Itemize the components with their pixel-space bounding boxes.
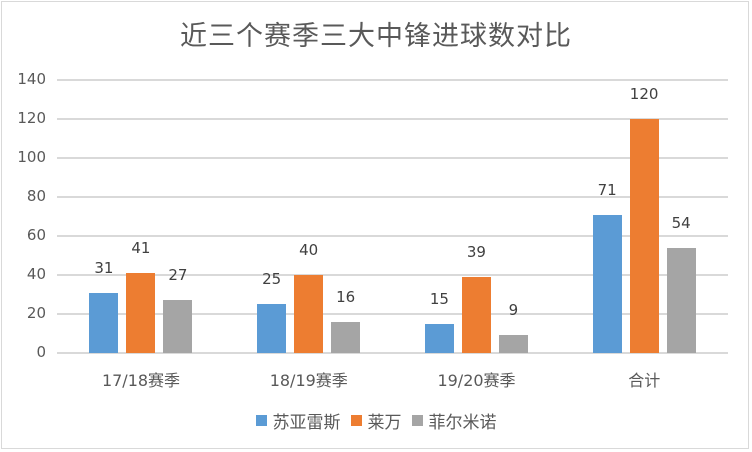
legend-item: 莱万 — [350, 408, 402, 433]
bar — [163, 300, 193, 353]
data-label: 9 — [508, 301, 519, 320]
legend-label: 菲尔米诺 — [428, 413, 497, 433]
gridline — [57, 196, 728, 198]
x-tick-label: 合计 — [628, 371, 661, 390]
bar — [331, 321, 361, 353]
y-tick-label: 40 — [26, 265, 46, 283]
chart-title: 近三个赛季三大中锋进球数对比 — [180, 21, 572, 52]
data-label: 16 — [336, 287, 356, 306]
bar — [294, 275, 324, 353]
plot-area: 31 41 27 25 40 16 15 39 9 71 120 54 — [57, 79, 728, 354]
legend-item: 菲尔米诺 — [411, 408, 497, 433]
data-label: 25 — [262, 270, 282, 289]
legend-label: 苏亚雷斯 — [272, 413, 341, 433]
bar — [89, 292, 119, 353]
data-label: 27 — [168, 266, 188, 285]
bar — [498, 335, 528, 353]
gridline — [57, 157, 728, 159]
y-tick-label: 80 — [26, 187, 46, 205]
legend: 苏亚雷斯 莱万 菲尔米诺 — [0, 408, 752, 433]
y-tick-label: 0 — [36, 343, 46, 361]
y-tick-label: 100 — [17, 148, 46, 166]
y-tick-label: 120 — [17, 109, 46, 127]
data-label: 41 — [131, 239, 151, 258]
bar — [592, 214, 622, 353]
data-label: 40 — [299, 241, 319, 259]
data-label: 54 — [671, 213, 691, 232]
bar — [666, 247, 696, 353]
legend-label: 莱万 — [367, 413, 402, 433]
gridline — [57, 352, 728, 354]
bar — [424, 323, 454, 353]
bar — [629, 119, 659, 353]
data-label: 39 — [466, 242, 486, 261]
y-tick-label: 140 — [17, 70, 46, 88]
x-tick-label: 18/19赛季 — [269, 371, 348, 390]
legend-swatch-icon — [411, 415, 423, 426]
gridline — [57, 118, 728, 120]
legend-swatch-icon — [255, 415, 267, 426]
data-label: 120 — [629, 85, 659, 103]
bar — [461, 276, 491, 353]
gridline — [57, 274, 728, 276]
gridline — [57, 313, 728, 315]
legend-item: 苏亚雷斯 — [255, 408, 341, 433]
bar — [257, 304, 287, 353]
y-tick-label: 20 — [26, 304, 46, 322]
data-label: 31 — [94, 258, 114, 277]
y-tick-label: 60 — [26, 226, 46, 244]
gridline — [57, 235, 728, 237]
legend-swatch-icon — [350, 415, 362, 426]
gridline — [57, 79, 728, 81]
data-label: 71 — [597, 180, 617, 199]
x-tick-label: 19/20赛季 — [437, 371, 516, 390]
bar — [126, 273, 156, 353]
x-tick-label: 17/18赛季 — [101, 371, 181, 390]
data-label: 15 — [429, 289, 449, 308]
